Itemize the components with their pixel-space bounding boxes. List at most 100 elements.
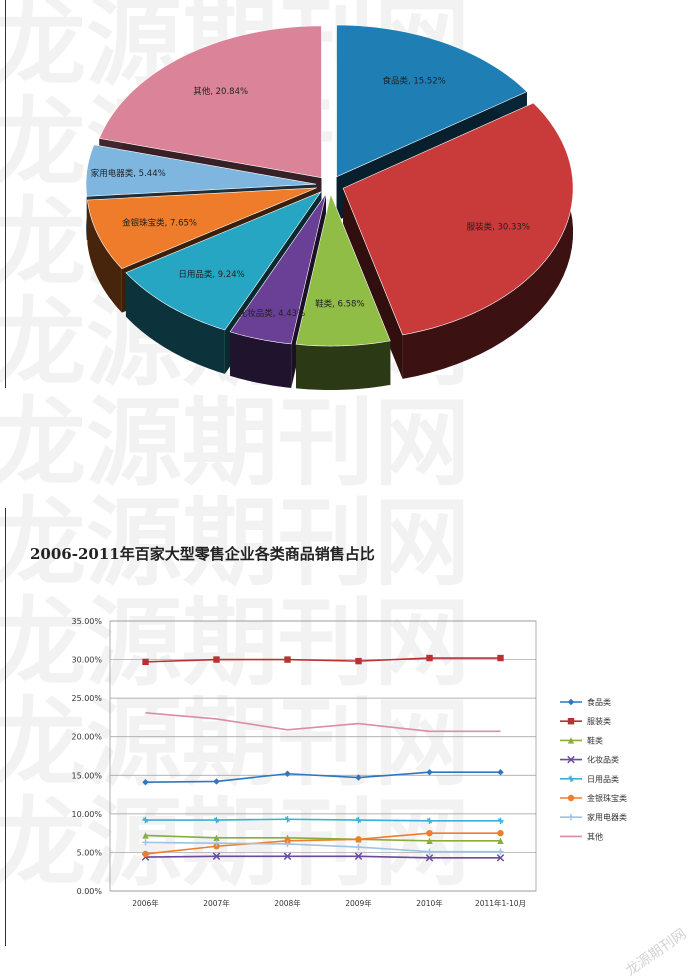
series-marker xyxy=(355,816,362,824)
series-marker xyxy=(142,779,149,786)
series-化妆品类 xyxy=(141,852,505,862)
pie-slice-rim xyxy=(296,340,391,391)
page-margin-rule xyxy=(5,508,6,946)
legend-label: 日用品类 xyxy=(587,774,619,784)
series-marker xyxy=(355,657,362,665)
legend-item: 食品类 xyxy=(560,697,611,707)
y-tick-label: 35.00% xyxy=(71,617,102,626)
pie-data-label: 鞋类, 6.58% xyxy=(315,298,364,309)
legend-item: 日用品类 xyxy=(560,774,619,784)
series-marker xyxy=(496,854,505,862)
exploded-pie-chart: 食品类, 15.52% 服装类, 30.33% 鞋类, 6.58% 化妆品类, 4.4… xyxy=(85,24,574,391)
series-marker xyxy=(567,737,575,744)
series-marker xyxy=(284,840,291,848)
y-tick-label: 20.00% xyxy=(71,733,102,742)
series-marker xyxy=(567,718,575,725)
series-marker xyxy=(284,770,291,777)
series-marker xyxy=(567,755,575,764)
series-marker xyxy=(212,852,221,861)
pie-slice-rim xyxy=(87,200,122,313)
series-marker xyxy=(142,658,149,666)
pie-data-label: 服装类, 30.33% xyxy=(467,221,530,232)
series-marker xyxy=(497,769,504,776)
series-line xyxy=(145,657,501,663)
pie-data-label: 日用品类, 9.24% xyxy=(178,269,244,280)
legend-item: 家用电器类 xyxy=(560,812,627,822)
series-marker xyxy=(142,832,149,839)
pie-slice xyxy=(125,191,322,331)
series-line xyxy=(145,832,501,855)
series-marker xyxy=(213,834,220,841)
y-tick-label: 15.00% xyxy=(71,771,102,780)
pie-slice xyxy=(229,193,327,345)
series-marker xyxy=(497,654,504,662)
series-marker xyxy=(284,816,291,823)
series-其他 xyxy=(145,712,501,733)
pie-slice-rim xyxy=(402,103,574,379)
pie-slice xyxy=(85,144,317,197)
legend-item: 金银珠宝类 xyxy=(560,793,627,803)
pie-slice xyxy=(295,193,391,347)
pie-slice xyxy=(87,187,317,269)
x-tick-label: 2008年 xyxy=(274,898,301,908)
series-line xyxy=(145,841,501,853)
series-line xyxy=(145,771,501,784)
legend-item: 其他 xyxy=(560,831,603,841)
pie-slice-rim xyxy=(125,272,225,374)
series-marker xyxy=(567,775,575,782)
series-line xyxy=(145,855,501,859)
y-tick-label: 30.00% xyxy=(71,656,102,665)
x-tick-label: 2010年 xyxy=(416,898,443,908)
legend-label: 服装类 xyxy=(587,716,611,726)
legend-label: 化妆品类 xyxy=(587,755,619,765)
series-marker xyxy=(426,848,433,855)
series-marker xyxy=(567,698,575,706)
y-tick-label: 0.00% xyxy=(77,887,103,896)
pie-slice-side xyxy=(343,188,403,379)
pie-slice-rim xyxy=(230,331,292,388)
series-marker xyxy=(355,843,362,851)
series-marker xyxy=(213,816,220,824)
pie-slice xyxy=(342,102,574,336)
series-marker xyxy=(426,654,433,662)
pie-data-label: 食品类, 15.52% xyxy=(382,75,445,86)
page-margin-rule xyxy=(5,0,6,388)
pie-data-label: 化妆品类, 4.43% xyxy=(239,308,305,319)
series-marker xyxy=(497,817,504,824)
legend-item: 化妆品类 xyxy=(560,755,619,765)
series-marker xyxy=(497,848,504,855)
legend-label: 家用电器类 xyxy=(587,812,627,822)
pie-slice xyxy=(336,24,528,178)
legend-label: 金银珠宝类 xyxy=(587,793,627,803)
series-line xyxy=(145,818,501,822)
series-marker xyxy=(142,850,149,858)
x-tick-label: 2011年1-10月 xyxy=(475,898,526,908)
series-日用品类 xyxy=(142,816,504,824)
series-marker xyxy=(354,852,363,861)
series-marker xyxy=(567,794,575,802)
series-marker xyxy=(425,854,434,862)
x-tick-label: 2007年 xyxy=(203,898,230,908)
pie-slice xyxy=(98,25,322,179)
line-chart-title: 2006-2011年百家大型零售企业各类商品销售占比 xyxy=(30,545,375,563)
series-line xyxy=(145,712,501,733)
series-服装类 xyxy=(142,654,504,666)
series-marker xyxy=(426,837,433,845)
series-marker xyxy=(497,837,504,845)
series-marker xyxy=(213,656,220,663)
line-chart: 0.00% 5.00% 10.00% 15.00% 20.00% 25.00% 30.00%… xyxy=(71,617,627,908)
series-marker xyxy=(426,817,433,824)
pie-data-label: 其他, 20.84% xyxy=(193,86,248,97)
series-line xyxy=(145,834,501,842)
legend-label: 食品类 xyxy=(587,697,611,707)
series-marker xyxy=(355,774,362,781)
x-tick-label: 2006年 xyxy=(132,898,159,908)
series-marker xyxy=(355,836,362,843)
series-marker xyxy=(426,829,433,837)
series-marker xyxy=(142,816,149,824)
pie-data-label: 金银珠宝类, 7.65% xyxy=(122,217,197,228)
series-家用电器类 xyxy=(142,839,504,855)
y-tick-label: 5.00% xyxy=(77,848,103,857)
y-tick-label: 25.00% xyxy=(71,694,102,703)
x-tick-label: 2009年 xyxy=(345,898,372,908)
